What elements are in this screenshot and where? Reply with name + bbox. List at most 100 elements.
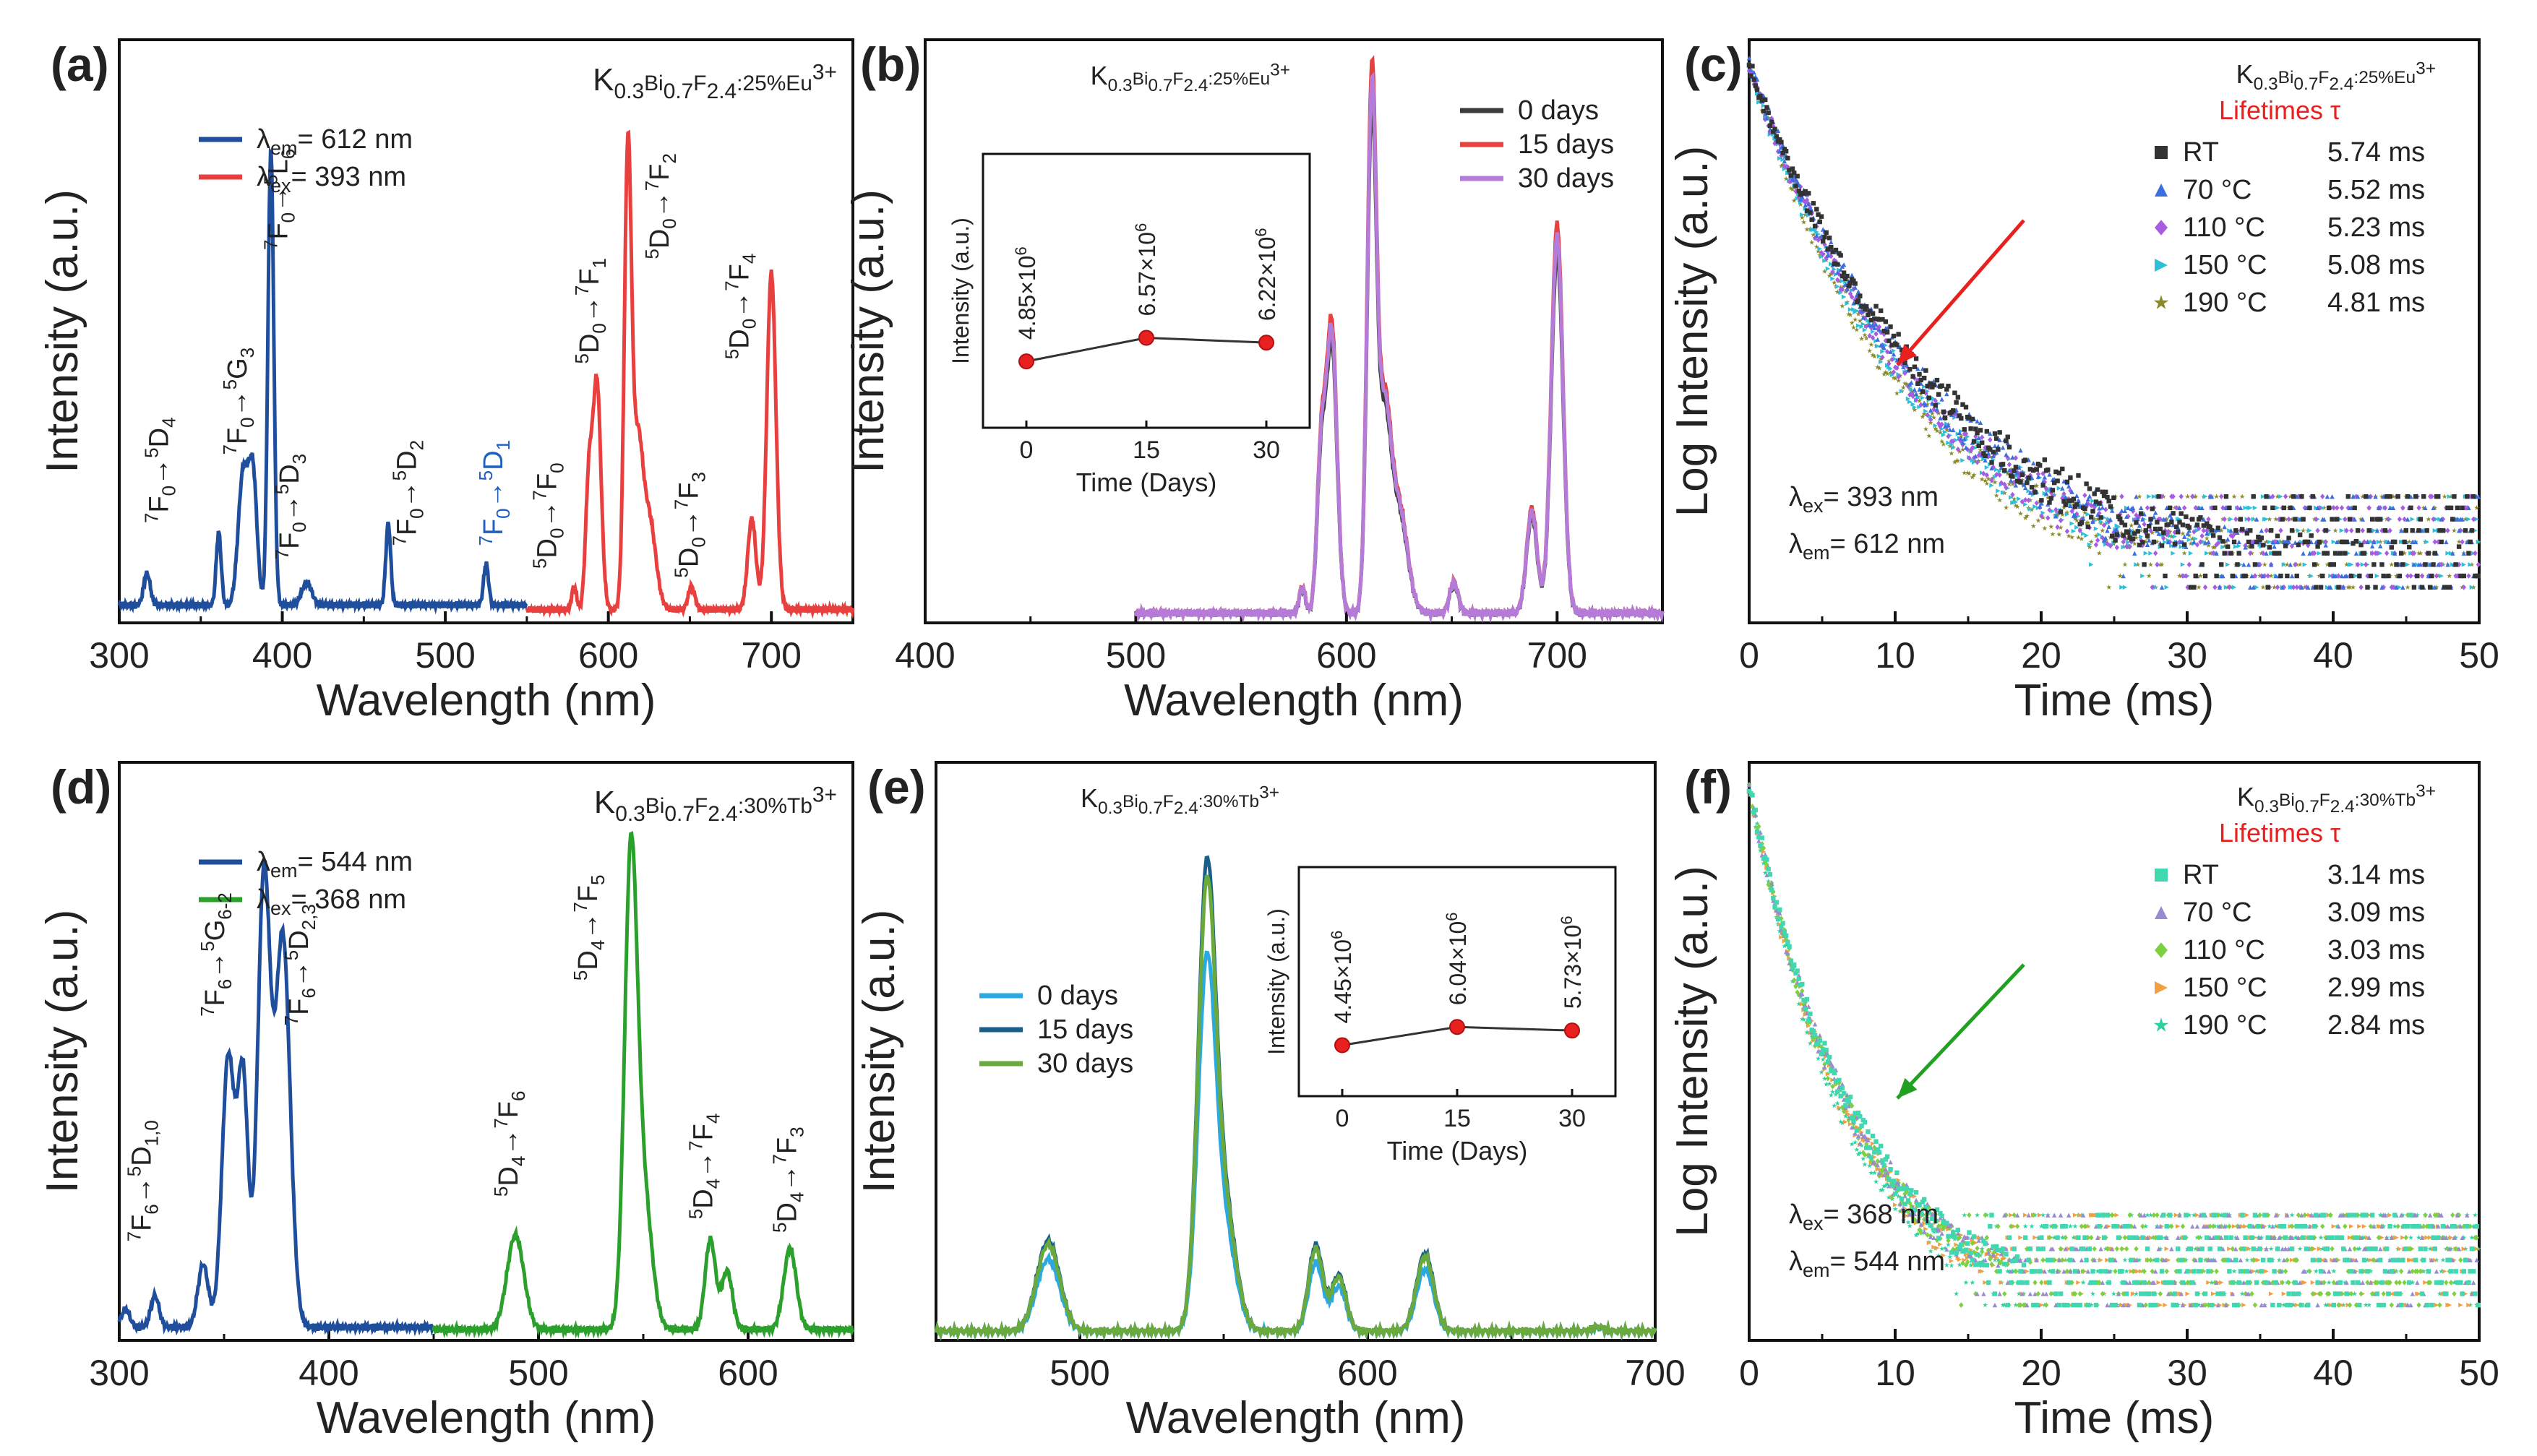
decay-point (2093, 526, 2099, 531)
decay-point (2374, 1280, 2380, 1285)
decay-point (2463, 516, 2468, 522)
decay-point (2202, 1302, 2208, 1308)
decay-point (1991, 453, 1996, 459)
decay-point (2053, 514, 2059, 519)
decay-point (2205, 527, 2210, 534)
decay-point (2069, 521, 2074, 526)
decay-point (2309, 533, 2314, 538)
x-tick-label: 20 (2021, 1353, 2061, 1393)
decay-point (1838, 290, 1843, 296)
decay-point (2432, 528, 2437, 533)
decay-point (1988, 1223, 1993, 1229)
decay-point (1949, 1250, 1954, 1255)
decay-point (1841, 1090, 1847, 1096)
decay-point (1957, 430, 1962, 436)
decay-point (1925, 412, 1930, 418)
decay-point (1910, 374, 1915, 379)
decay-point (2270, 539, 2275, 545)
decay-point (1975, 1245, 1980, 1252)
legend-entry-name: 110 °C (2183, 935, 2265, 965)
decay-point (2474, 1257, 2479, 1263)
decay-point (2246, 1280, 2251, 1285)
decay-point (2244, 530, 2250, 536)
decay-point (2050, 1269, 2056, 1274)
decay-point (1923, 402, 1928, 408)
decay-point (1944, 1246, 1949, 1252)
decay-point (1870, 352, 1876, 358)
decay-point (1967, 1212, 1972, 1218)
decay-point (2268, 1246, 2274, 1252)
decay-point (1883, 1183, 1889, 1189)
decay-point (2424, 1235, 2429, 1240)
decay-point (1979, 1262, 1985, 1267)
inset-point (1018, 353, 1034, 370)
decay-point (2387, 527, 2392, 534)
decay-point (2407, 544, 2412, 550)
decay-point (2194, 1212, 2200, 1218)
decay-point (1870, 329, 1876, 335)
decay-point (2418, 550, 2424, 556)
decay-point (2243, 1223, 2248, 1229)
decay-point (2163, 1280, 2168, 1285)
decay-point (2126, 513, 2131, 520)
legend-entry-value: 5.23 ms (2327, 212, 2425, 243)
decay-point (2386, 539, 2391, 545)
decay-point (2410, 517, 2415, 522)
decay-point (1893, 1191, 1898, 1197)
decay-point (2371, 528, 2377, 533)
decay-point (1826, 1081, 1832, 1087)
decay-point (2390, 584, 2396, 590)
decay-point (2400, 505, 2405, 511)
decay-point (2437, 528, 2442, 533)
decay-point (1934, 377, 1940, 383)
decay-point (2451, 527, 2457, 533)
decay-point (2092, 1280, 2097, 1285)
decay-point (2055, 524, 2060, 530)
decay-point (2403, 528, 2408, 533)
decay-point (1883, 319, 1889, 324)
decay-point (2458, 1257, 2463, 1263)
decay-point (2181, 505, 2187, 511)
decay-point (2439, 1268, 2444, 1274)
panel-label: (c) (1684, 38, 1743, 91)
decay-point (2447, 494, 2452, 499)
decay-point (2134, 1235, 2139, 1240)
decay-point (2185, 494, 2191, 499)
decay-point (2426, 516, 2431, 522)
decay-point (1888, 1159, 1893, 1165)
decay-point (1957, 448, 1962, 454)
decay-point (1876, 327, 1882, 332)
decay-point (2035, 474, 2041, 479)
decay-point (2328, 1212, 2333, 1218)
decay-point (1783, 148, 1789, 154)
decay-point (2437, 517, 2442, 522)
decay-point (2363, 1302, 2369, 1308)
decay-point (1949, 450, 1954, 456)
decay-point (1907, 366, 1913, 372)
decay-point (2448, 1235, 2454, 1240)
decay-point (1928, 381, 1933, 386)
decay-point (1870, 311, 1876, 316)
decay-point (2173, 1212, 2179, 1218)
decay-point (2103, 535, 2108, 540)
decay-point (1850, 1115, 1855, 1121)
decay-point (2393, 573, 2400, 579)
decay-point (1806, 191, 1811, 196)
decay-point (1992, 1257, 1998, 1262)
decay-point (1938, 423, 1943, 430)
decay-point (1925, 384, 1930, 389)
decay-point (2223, 1302, 2229, 1308)
decay-point (2395, 1257, 2400, 1263)
decay-point (2411, 550, 2417, 556)
decay-point (1908, 1210, 1915, 1216)
decay-point (2039, 1280, 2044, 1285)
decay-point (1901, 1186, 1906, 1192)
decay-point (1824, 1081, 1829, 1087)
decay-point (1814, 233, 1819, 238)
decay-point (2310, 1257, 2316, 1263)
decay-point (1986, 1250, 1991, 1255)
decay-point (2048, 1257, 2053, 1263)
legend-entry: λex= 393 nm (257, 162, 406, 197)
decay-point (2294, 584, 2299, 590)
decay-point (1939, 397, 1944, 402)
